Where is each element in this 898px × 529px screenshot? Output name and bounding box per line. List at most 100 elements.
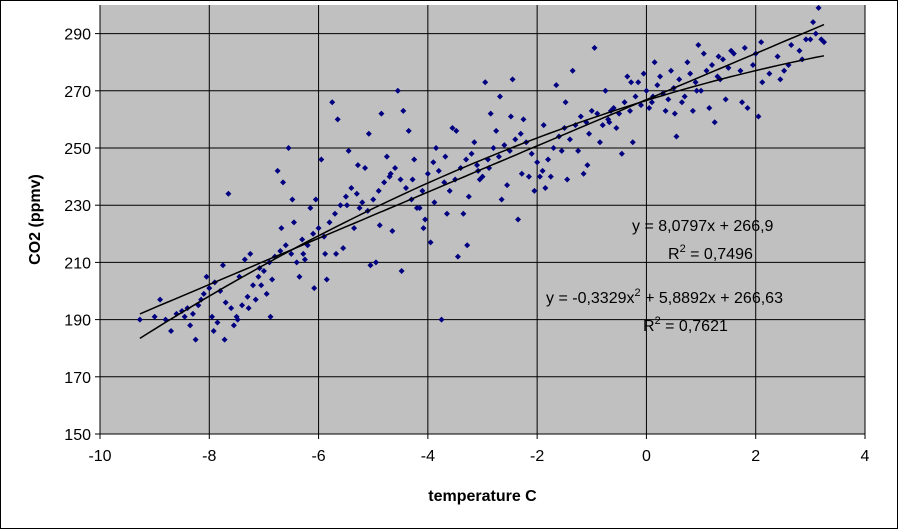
axes [95, 5, 866, 439]
data-point [657, 73, 664, 80]
data-point [453, 127, 460, 134]
data-point [766, 70, 773, 77]
data-point [490, 145, 497, 151]
data-point [684, 59, 691, 66]
data-point [618, 150, 625, 157]
data-point [267, 313, 274, 320]
data-point [409, 176, 416, 183]
data-point [247, 250, 254, 257]
data-point [454, 253, 461, 260]
x-tick-label: -10 [88, 448, 111, 465]
data-point [203, 273, 210, 280]
data-point [632, 93, 639, 100]
data-point [225, 190, 232, 197]
data-point [422, 216, 429, 223]
data-point [737, 67, 744, 74]
data-point [168, 328, 175, 335]
data-point [627, 107, 634, 114]
data-point [403, 185, 409, 192]
data-point [362, 165, 369, 172]
x-tick-label: -8 [202, 448, 216, 465]
tick-labels: 150 170 190 210 230 250 270 290 -10 -8 -6 -4 -2 0 2 4 [64, 27, 869, 465]
data-point [687, 70, 694, 77]
y-tick-label: 290 [64, 27, 91, 44]
data-point [575, 147, 582, 154]
data-point [290, 219, 297, 226]
data-point [312, 196, 319, 203]
data-point [209, 313, 216, 320]
data-point [219, 262, 226, 269]
data-point [263, 290, 270, 297]
data-point [755, 113, 762, 120]
data-point [392, 165, 399, 172]
data-point [821, 39, 828, 46]
data-point [435, 167, 442, 174]
data-point [337, 202, 344, 209]
grid-lines [100, 5, 866, 434]
data-point [353, 190, 360, 197]
data-point [333, 250, 340, 257]
data-point [189, 310, 196, 317]
data-point [498, 196, 505, 203]
data-point [741, 44, 748, 51]
data-point [692, 79, 699, 86]
linear-trendline [139, 23, 825, 315]
data-point [744, 104, 751, 111]
data-point [381, 179, 388, 186]
y-axis-label: CO2 (ppmv) [27, 174, 44, 265]
data-point [222, 299, 229, 306]
data-point [340, 245, 347, 252]
x-tick-label: 4 [861, 448, 870, 465]
data-point [244, 293, 251, 300]
data-point [681, 93, 688, 100]
data-point [323, 276, 330, 283]
x-tick-label: 2 [751, 448, 760, 465]
data-point [689, 107, 696, 114]
data-point [307, 205, 314, 212]
x-tick-label: -6 [311, 448, 325, 465]
data-point [375, 187, 382, 194]
data-point [796, 47, 803, 54]
data-point [676, 76, 683, 83]
data-point [345, 147, 352, 154]
y-tick-label: 230 [64, 198, 91, 215]
linear-equation: y = 8,0797x + 266,9 [632, 218, 774, 235]
data-point [643, 87, 650, 94]
data-point [709, 62, 715, 69]
data-point [715, 53, 722, 60]
data-point [534, 159, 541, 166]
data-point [774, 53, 781, 60]
plot-area [100, 5, 865, 434]
data-point [250, 282, 256, 289]
data-point [241, 256, 248, 263]
data-point [449, 124, 456, 131]
data-point [602, 87, 609, 94]
data-point [430, 159, 437, 166]
data-point [566, 136, 573, 143]
data-point [711, 119, 718, 126]
data-point [342, 193, 349, 200]
data-point [200, 290, 207, 297]
data-point [365, 130, 372, 137]
data-point [252, 296, 259, 303]
data-point [288, 250, 295, 257]
data-point [460, 210, 467, 217]
data-point [673, 133, 680, 140]
data-point [416, 205, 423, 212]
data-point [438, 316, 445, 323]
data-point [296, 273, 303, 280]
data-point [334, 116, 341, 123]
data-point [536, 173, 543, 180]
data-point [465, 193, 472, 200]
x-tick-label: 0 [642, 448, 651, 465]
data-point [788, 42, 795, 49]
data-point [648, 99, 655, 106]
data-point [495, 153, 502, 160]
data-point [405, 127, 412, 134]
data-point [580, 170, 587, 177]
data-point [206, 285, 213, 292]
data-point [591, 44, 598, 51]
data-point [810, 19, 817, 26]
data-point [210, 328, 217, 335]
